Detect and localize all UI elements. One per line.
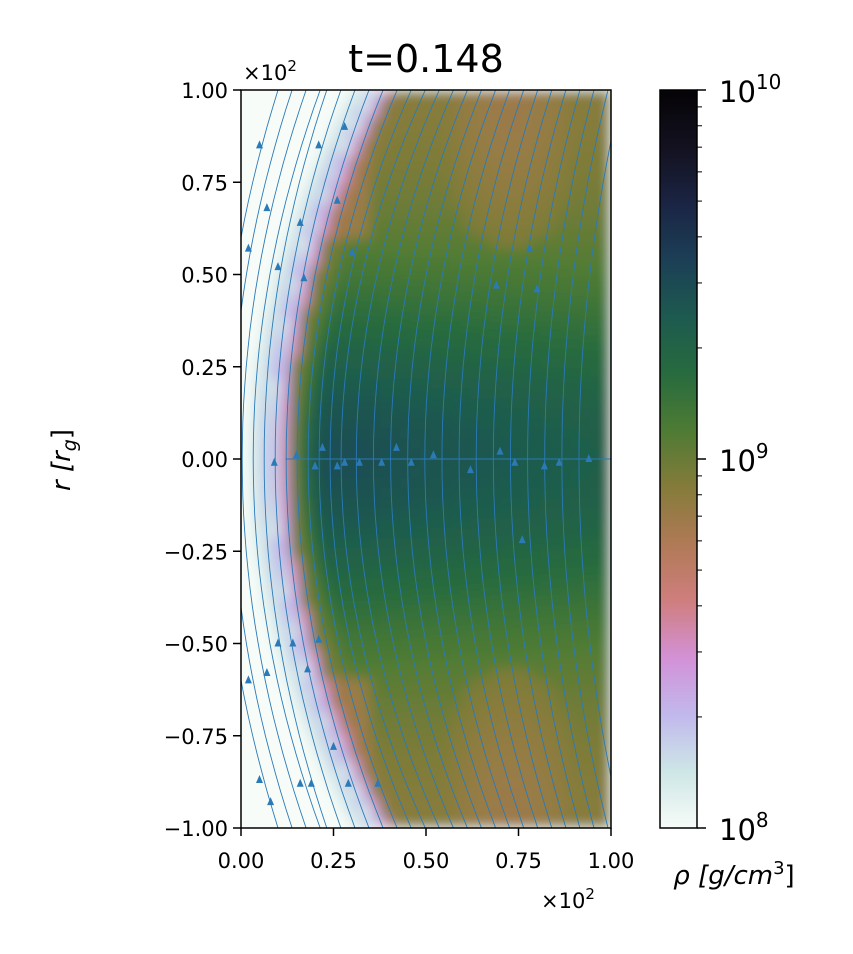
streamline-arrow	[429, 450, 437, 459]
streamline-arrow	[555, 457, 563, 466]
streamline-arrow	[533, 284, 541, 293]
colorbar-tick-label: 109	[719, 439, 769, 478]
colorbar: 1010 109 108 ρ [g/cm3]	[659, 70, 795, 891]
x-tick-label: 0.75	[495, 849, 542, 873]
streamline-arrow	[407, 457, 415, 466]
streamline-arrow	[492, 280, 500, 289]
streamline-arrow	[333, 195, 341, 204]
colorbar-tick-label: 108	[719, 808, 769, 847]
streamlines	[241, 90, 611, 828]
streamline-arrow	[518, 535, 526, 544]
streamline-arrow	[274, 262, 282, 271]
y-tick-label: −0.50	[164, 633, 228, 657]
streamline-arrow	[289, 638, 297, 647]
y-tick-label: −0.25	[164, 540, 228, 564]
streamline-arrow	[296, 778, 304, 787]
streamline-arrow	[304, 664, 312, 673]
streamline-arrow	[333, 461, 341, 470]
streamline-arrow	[585, 454, 593, 462]
streamline-arrow	[256, 140, 263, 149]
colorbar-tick-label: 1010	[719, 70, 781, 109]
x-multiplier: ×102	[541, 885, 595, 913]
streamline-arrow	[348, 247, 356, 256]
streamline-arrow	[496, 446, 504, 455]
x-tick-label: 0.00	[218, 849, 265, 873]
y-tick-label: −0.75	[164, 725, 228, 749]
y-multiplier: ×102	[243, 57, 297, 85]
y-tick-label: 0.50	[181, 264, 228, 288]
streamline-arrow	[300, 273, 308, 282]
streamline-arrow	[526, 243, 534, 252]
x-tick-label: 1.00	[588, 849, 635, 873]
streamline-arrow	[274, 638, 282, 647]
y-tick-label: −1.00	[164, 817, 228, 841]
x-tick-label: 0.25	[310, 849, 357, 873]
streamline-arrow	[263, 203, 271, 212]
streamline-arrow	[466, 465, 474, 474]
y-tick-label: 0.75	[181, 171, 228, 195]
streamline-arrow	[244, 243, 252, 252]
streamline-arrow	[540, 461, 548, 470]
streamline-arrow	[378, 457, 386, 466]
streamline-arrow	[511, 457, 519, 466]
streamline-arrow	[267, 797, 275, 806]
streamline-arrow	[315, 634, 323, 643]
streamline	[252, 90, 321, 828]
streamline	[241, 90, 279, 828]
streamline-arrow	[307, 778, 315, 787]
streamline	[263, 90, 328, 828]
y-axis: 1.00 0.75 0.50 0.25 0.00 −0.25 −0.50 −0.75 −1.00	[164, 79, 241, 841]
streamline	[274, 90, 342, 828]
plot-area	[240, 89, 612, 829]
y-tick-label: 1.00	[181, 79, 228, 103]
streamline-arrow	[263, 668, 271, 677]
streamline	[241, 90, 293, 828]
streamline-arrow	[318, 442, 326, 451]
streamline-arrow	[293, 450, 300, 459]
streamline-arrow	[341, 121, 349, 130]
colorbar-label: ρ [g/cm3]	[673, 858, 794, 891]
streamline-arrow	[392, 442, 400, 451]
chart-title: t=0.148	[348, 37, 504, 81]
streamline-arrow	[330, 741, 337, 750]
streamline-arrow	[374, 778, 382, 787]
streamline-arrow	[256, 775, 263, 784]
streamline-arrow	[355, 457, 363, 466]
streamline	[241, 90, 307, 828]
streamline-arrow	[344, 778, 352, 787]
streamline-arrows	[244, 121, 593, 806]
x-tick-label: 0.50	[403, 849, 450, 873]
y-tick-label: 0.00	[181, 448, 228, 472]
streamline-arrow	[311, 461, 319, 470]
streamline-arrow	[296, 217, 304, 226]
colorbar-ticks: 1010 109 108	[697, 70, 781, 847]
streamline-arrow	[315, 140, 323, 149]
colorbar-gradient	[660, 90, 697, 828]
y-tick-label: 0.25	[181, 356, 228, 380]
y-axis-label: r [rg]	[47, 429, 81, 491]
x-axis: 0.00 0.25 0.50 0.75 1.00	[218, 828, 635, 873]
streamline-arrow	[270, 457, 278, 466]
streamline-arrow	[244, 675, 252, 684]
streamline-arrow	[341, 457, 349, 466]
